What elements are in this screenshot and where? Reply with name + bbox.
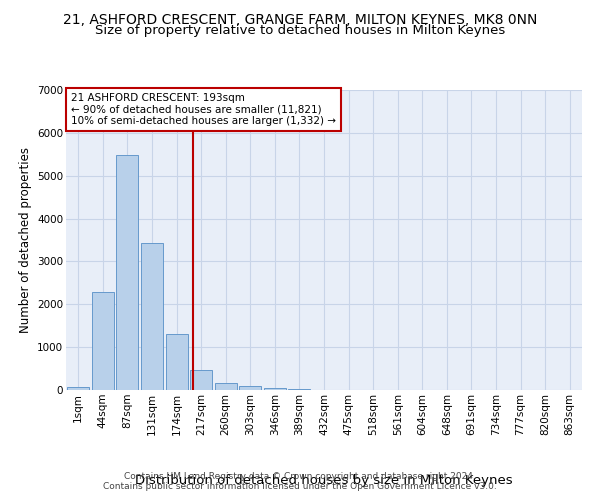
- Bar: [190, 370, 212, 390]
- Text: 21, ASHFORD CRESCENT, GRANGE FARM, MILTON KEYNES, MK8 0NN: 21, ASHFORD CRESCENT, GRANGE FARM, MILTO…: [63, 12, 537, 26]
- Bar: [116, 155, 139, 390]
- Text: Size of property relative to detached houses in Milton Keynes: Size of property relative to detached ho…: [95, 24, 505, 37]
- Text: Contains public sector information licensed under the Open Government Licence v3: Contains public sector information licen…: [103, 482, 497, 491]
- Bar: [92, 292, 114, 390]
- Bar: [141, 242, 163, 390]
- Bar: [264, 388, 286, 390]
- X-axis label: Distribution of detached houses by size in Milton Keynes: Distribution of detached houses by size …: [135, 474, 513, 487]
- Bar: [67, 387, 89, 390]
- Text: 21 ASHFORD CRESCENT: 193sqm
← 90% of detached houses are smaller (11,821)
10% of: 21 ASHFORD CRESCENT: 193sqm ← 90% of det…: [71, 93, 336, 126]
- Bar: [289, 388, 310, 390]
- Y-axis label: Number of detached properties: Number of detached properties: [19, 147, 32, 333]
- Bar: [239, 386, 262, 390]
- Bar: [215, 383, 237, 390]
- Bar: [166, 334, 188, 390]
- Text: Contains HM Land Registry data © Crown copyright and database right 2024.: Contains HM Land Registry data © Crown c…: [124, 472, 476, 481]
